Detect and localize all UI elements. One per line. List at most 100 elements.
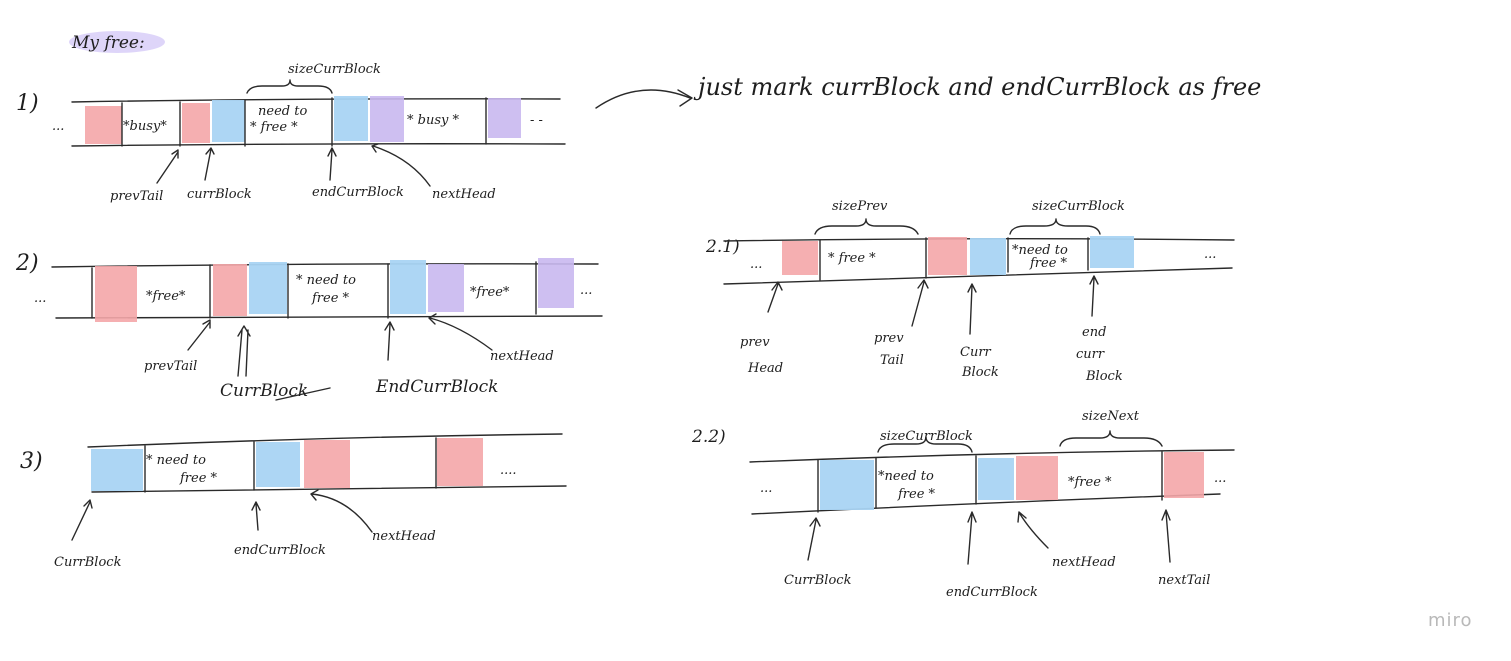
case-2-1-arrow-prevhead [767,281,783,313]
case-2-1-ellipsis-right: ... [1204,247,1216,262]
case-3-need-to-1: * need to [146,453,206,468]
case-2-1-arrow-endcurrblock [1089,275,1099,317]
case-2-2-label-nexthead: nextHead [1052,555,1116,570]
case-1-strip-top [71,98,561,103]
case-2-nexthead-block [428,264,464,312]
case-2-1-endcurrblock [1090,236,1134,268]
case-2-1-prevtail-block [928,237,967,275]
case-1-label-currblock: currBlock [187,187,252,202]
case-2-ellipsis-right: ... [580,283,592,298]
case-2-endcurrblock [390,260,426,314]
case-2-1-arrow-prevtail [911,279,929,327]
case-2-2-arrow-currblock [807,517,821,561]
case-2-2-brace-right [1059,430,1163,447]
case-3-nexthead-block [304,440,350,488]
miro-watermark: miro [1428,610,1473,631]
case-1-brace-label: sizeCurrBlock [288,62,381,77]
case-2-2-ellipsis-right: ... [1214,471,1226,486]
case-2-label-endcurrblock: EndCurrBlock [375,377,498,397]
case-2-label-prevtail: prevTail [144,359,197,374]
case-3-arrow-endcurrblock [251,501,261,531]
case-2-need-to-2: free * [311,291,350,306]
case-3-endcurrblock [256,442,300,487]
case-3: 3) * need to free * .... CurrBlock endCu… [20,433,567,570]
case-2-2-need-to-1: *need to [878,469,934,484]
case-1-prevtail-block [182,103,210,143]
case-2-1-label-end-3: Block [1085,369,1123,384]
case-1-ellipsis-left: ... [52,119,64,134]
title-group: My free: [69,31,165,53]
case-2-2-nexthead-block [1016,456,1058,500]
case-1-busy-left: *busy* [123,119,167,134]
case-2-strip-bottom [55,315,603,319]
case-2-1-label-prevtail-2: Tail [880,353,904,368]
case-2-arrow-endcurrblock [384,321,395,361]
case-2-1-label-end-1: end [1082,325,1106,340]
case-3-currblock [91,449,143,491]
case-2-1-label-currblock-2: Block [961,365,999,380]
case-2-2-brace-left [877,436,973,453]
case-2-prevhead-block [95,266,137,322]
case-3-number: 3) [20,449,43,474]
case-2-label-nexthead: nextHead [490,349,554,364]
case-2-1-brace-right [1009,218,1101,235]
case-1-need-to-1: need to [258,104,307,119]
case-2-1-currblock [970,238,1006,275]
case-3-nexttail-block [437,438,483,486]
case-2-1-label-prevtail-1: prev [874,331,904,346]
case-2-1-brace-left-label: sizePrev [832,199,888,214]
case-3-strip-top [87,433,563,448]
case-2-2-arrow-endcurrblock [967,511,977,565]
case-2-1-number: 2.1) [705,237,740,257]
case-1-strip-bottom [71,143,566,147]
case-1-next-tail-block [488,98,521,138]
case-1-endcurrblock [334,96,368,141]
case-2-1: 2.1) ... * free * *need to free * ... si… [705,199,1235,384]
case-1-label-prevtail: prevTail [110,189,163,204]
case-2-1-ellipsis-left: ... [750,257,762,272]
case-2-2-brace-left-label: sizeCurrBlock [880,429,973,444]
case-1: 1) ... *busy* need to * free * sizeCurrB… [16,62,1261,204]
case-1-note: just mark currBlock and endCurrBlock as … [693,73,1261,101]
case-2-2-strip-bottom [751,493,1221,515]
case-1-prev-block [85,106,122,144]
case-2-label-currblock: CurrBlock [220,381,308,401]
case-1-busy-right: * busy * [407,113,459,128]
case-3-label-currblock: CurrBlock [54,555,122,570]
case-2-2-label-currblock: CurrBlock [784,573,852,588]
case-1-label-endcurrblock: endCurrBlock [312,185,404,200]
case-2-prevtail-block [213,264,247,316]
case-2-1-brace-left [814,218,919,235]
case-2-ellipsis-left: ... [34,291,46,306]
case-2-2-strip-top [749,449,1235,463]
case-1-brace [246,79,333,94]
case-3-label-nexthead: nextHead [372,529,436,544]
case-1-arrow-prevtail [156,149,179,184]
case-2-2-nexttail-block [1164,452,1204,498]
case-1-nexthead-block [370,96,404,142]
case-3-arrow-nexthead [310,489,373,533]
case-2-1-label-prevhead-2: Head [747,361,783,376]
case-2-1-brace-right-label: sizeCurrBlock [1032,199,1125,214]
case-2-number: 2) [15,251,39,276]
case-2-1-need-to-1: *need to [1012,243,1068,258]
case-1-number: 1) [16,91,39,116]
case-2-2-ellipsis-left: ... [760,481,772,496]
case-2-nexttail-block [538,258,574,308]
case-2-1-strip-bottom [723,267,1233,285]
case-2-underline [275,387,331,401]
case-2-2-label-nexttail: nextTail [1158,573,1210,588]
case-1-note-arrow [595,89,693,109]
case-2-1-label-prevhead-1: prev [740,335,770,350]
case-2-free-left: *free* [146,289,186,304]
case-2-2-endcurrblock [978,458,1014,500]
case-2-1-label-end-2: curr [1076,347,1105,362]
case-3-strip-bottom [91,485,567,493]
case-2-2-label-endcurrblock: endCurrBlock [946,585,1038,600]
case-1-arrow-endcurrblock [327,147,337,181]
page-title: My free: [71,33,145,53]
case-2-currblock [249,262,287,314]
case-2-need-to-1: * need to [296,273,356,288]
case-1-arrow-nexthead [371,143,431,187]
